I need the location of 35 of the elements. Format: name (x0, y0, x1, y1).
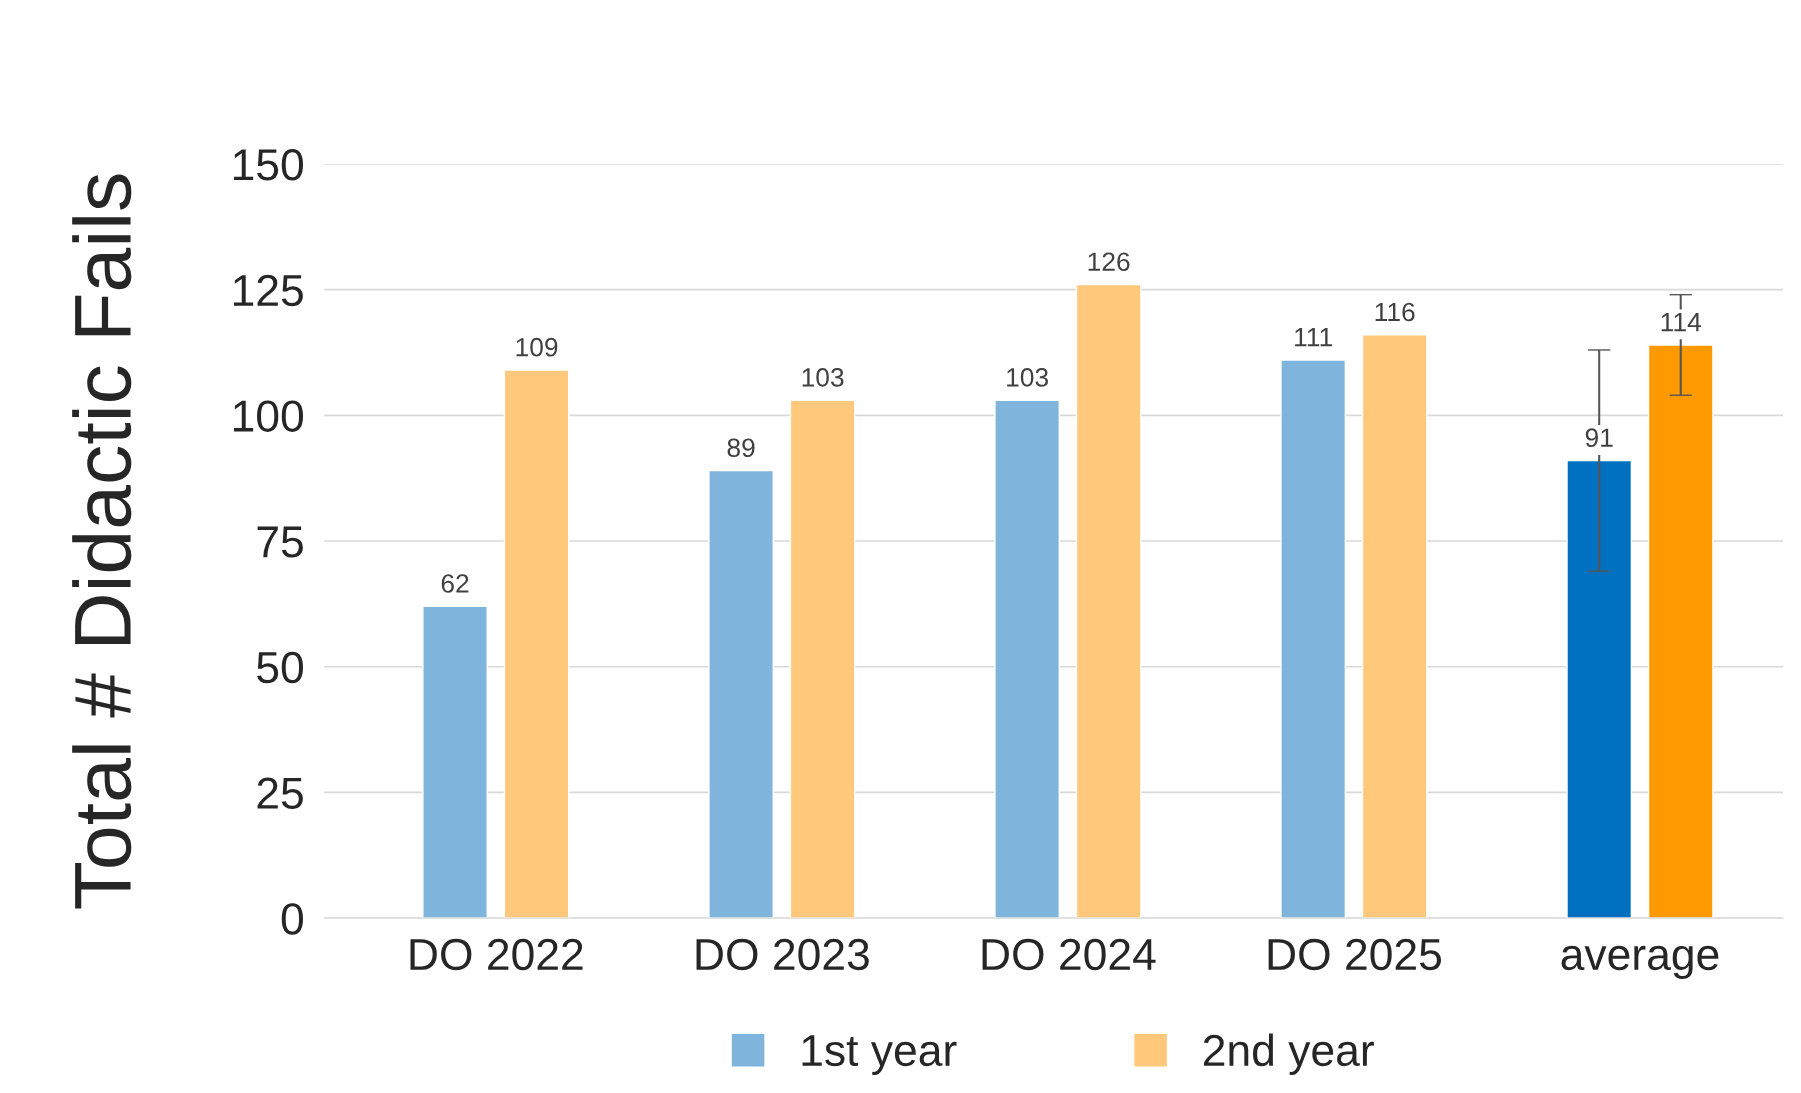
x-tick-label: DO 2025 (1268, 938, 1442, 971)
data-label: 103 (802, 368, 844, 387)
x-tick-label: DO 2022 (410, 938, 583, 971)
data-label: 103 (1007, 368, 1048, 387)
data-label: 114 (1661, 312, 1701, 332)
y-axis-title: Total # Didactic Fails (72, 174, 132, 909)
data-label: 89 (727, 438, 755, 458)
bar (1566, 459, 1633, 919)
y-tick-label: 50 (257, 651, 303, 684)
legend-label: 2nd year (1203, 1033, 1374, 1075)
bar (994, 399, 1061, 919)
data-label: 62 (441, 574, 469, 593)
data-label: 109 (516, 337, 558, 357)
data-label: 111 (1295, 328, 1332, 347)
bar (1647, 344, 1714, 919)
data-label: 91 (1585, 428, 1613, 448)
x-tick-label: average (1561, 945, 1719, 979)
bar (1075, 283, 1142, 919)
data-label: 126 (1088, 252, 1130, 272)
bar (503, 369, 570, 919)
bar (1361, 334, 1428, 919)
bar (789, 399, 856, 919)
y-tick-label: 25 (257, 777, 303, 809)
data-label: 116 (1375, 302, 1415, 322)
x-tick-label: DO 2024 (982, 938, 1156, 971)
y-tick-label: 75 (257, 526, 303, 558)
y-tick-label: 125 (233, 274, 303, 307)
bar (708, 469, 774, 919)
bar (1280, 359, 1347, 919)
y-tick-label: 100 (233, 400, 303, 432)
bar (422, 605, 488, 919)
legend-label: 1st year (802, 1035, 957, 1075)
y-tick-label: 0 (281, 903, 303, 935)
x-tick-label: DO 2023 (696, 938, 869, 971)
y-tick-label: 150 (233, 149, 303, 181)
